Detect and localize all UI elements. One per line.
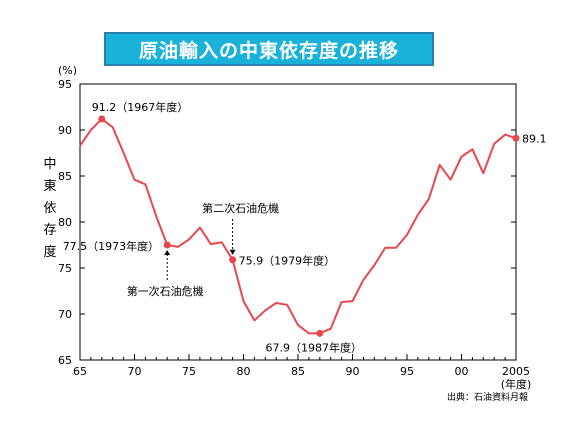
plot-frame	[79, 83, 517, 361]
data-point	[229, 256, 237, 264]
y-tick-label: 90	[58, 124, 72, 137]
data-point	[98, 115, 106, 123]
first-oil-crisis-arrowhead	[164, 250, 171, 255]
x-tick-label: 95	[400, 365, 414, 378]
data-point	[163, 241, 171, 249]
second-oil-crisis-label: 第二次石油危機	[202, 201, 279, 215]
annotation-low-1987: 67.9（1987年度）	[266, 340, 363, 354]
annotation-peak-1967: 91.2（1967年度）	[92, 100, 189, 114]
source-note: 出典：石油資料月報	[447, 391, 528, 403]
y-tick-label: 80	[58, 216, 72, 229]
x-tick-label: 70	[128, 365, 142, 378]
chart-title-banner: 原油輸入の中東依存度の推移	[104, 32, 434, 66]
x-tick-label: 75	[182, 365, 196, 378]
x-tick-label: 80	[237, 365, 251, 378]
y-axis-label-char: 度	[43, 244, 56, 260]
y-unit: (%)	[58, 64, 77, 77]
first-oil-crisis-label: 第一次石油危機	[127, 284, 204, 298]
y-axis-label-char: 中	[43, 157, 56, 172]
y-axis-label-char: 東	[43, 178, 56, 194]
data-point	[512, 134, 520, 142]
chart-title: 原油輸入の中東依存度の推移	[138, 39, 399, 62]
data-point	[316, 329, 324, 337]
y-axis-label-char: 存	[43, 223, 56, 238]
y-axis-label-char: 依	[43, 201, 56, 216]
y-tick-label: 95	[58, 78, 72, 91]
x-tick-label: 90	[346, 365, 360, 378]
x-unit: (年度)	[501, 377, 532, 391]
x-tick-label: 85	[291, 365, 305, 378]
second-oil-crisis-arrowhead	[229, 249, 236, 255]
annotation-1973: 77.5（1973年度）	[63, 239, 160, 253]
y-tick-label: 65	[58, 354, 72, 367]
y-tick-label: 85	[58, 170, 72, 183]
y-tick-label: 70	[58, 308, 72, 321]
x-tick-label: 00	[455, 365, 469, 378]
annotation-1979: 75.9（1979年度）	[239, 254, 336, 268]
series-line	[79, 117, 517, 335]
x-tick-label: 65	[73, 365, 87, 378]
annotation-2005: 89.1	[522, 132, 547, 145]
y-tick-label: 75	[58, 262, 72, 275]
x-tick-label: 2005	[502, 365, 530, 378]
